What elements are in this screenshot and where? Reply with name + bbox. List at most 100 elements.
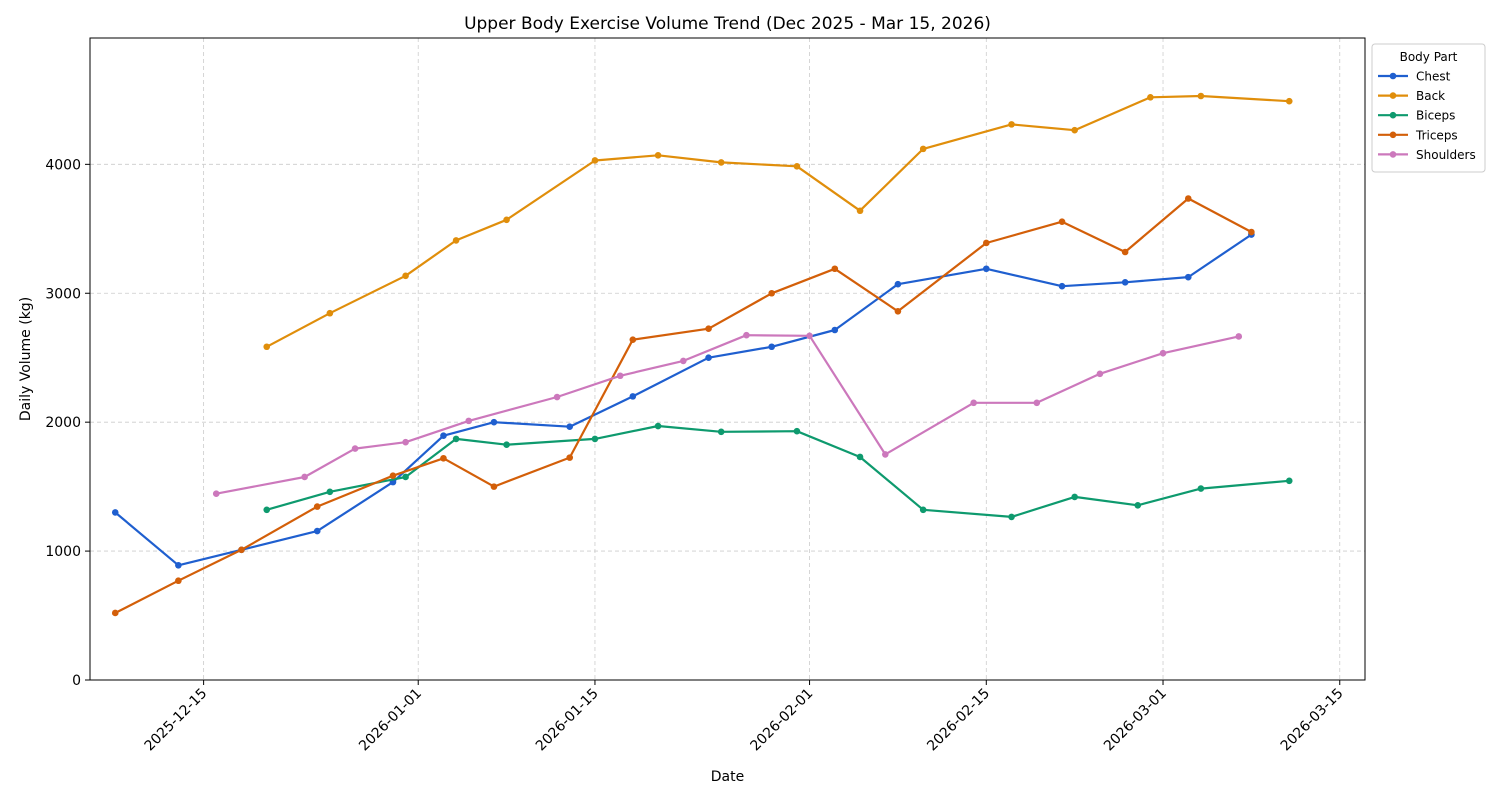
back-point bbox=[717, 159, 725, 166]
triceps-point bbox=[705, 325, 712, 333]
triceps-line bbox=[114, 197, 1252, 614]
chest-point bbox=[982, 265, 990, 273]
plot-frame bbox=[89, 37, 1366, 681]
triceps-point bbox=[389, 472, 397, 479]
back-line bbox=[266, 94, 1290, 348]
chest-point bbox=[705, 354, 712, 362]
tick-layer: 0 1000 2000 3000 4000 2025-12-15 2026-01-01 202… bbox=[45, 157, 1346, 754]
triceps-point bbox=[831, 265, 839, 273]
series-chest bbox=[111, 231, 1255, 569]
biceps-point bbox=[1071, 493, 1078, 501]
triceps-point bbox=[175, 577, 182, 585]
biceps-point bbox=[1134, 502, 1142, 509]
back-point bbox=[503, 216, 510, 224]
biceps-point bbox=[1285, 477, 1293, 485]
legend-swatch-marker bbox=[1389, 72, 1397, 80]
y-tick-label: 4000 bbox=[45, 157, 81, 173]
triceps-point bbox=[440, 454, 447, 462]
x-tick-label: 2026-01-01 bbox=[356, 686, 425, 755]
back-point bbox=[1008, 121, 1015, 128]
triceps-point bbox=[629, 336, 637, 343]
shoulders-point bbox=[616, 372, 624, 380]
legend-item-back: Back bbox=[1378, 89, 1445, 103]
chest-point bbox=[768, 343, 775, 351]
x-tick-label: 2026-03-01 bbox=[1101, 686, 1170, 755]
series-layer bbox=[111, 92, 1293, 617]
triceps-point bbox=[982, 239, 990, 247]
legend-item-triceps: Triceps bbox=[1378, 128, 1458, 142]
triceps-point bbox=[566, 454, 574, 461]
biceps-point bbox=[919, 506, 927, 514]
shoulders-point bbox=[301, 473, 308, 481]
x-tick-label: 2025-12-15 bbox=[142, 686, 211, 755]
shoulders-point bbox=[881, 451, 889, 458]
chest-point bbox=[831, 326, 839, 334]
shoulders-point bbox=[553, 393, 561, 401]
back-point bbox=[856, 207, 864, 215]
y-axis-label: Daily Volume (kg) bbox=[18, 297, 34, 421]
biceps-point bbox=[503, 441, 510, 449]
chest-point bbox=[313, 527, 321, 535]
back-point bbox=[654, 152, 662, 159]
triceps-point bbox=[894, 308, 902, 315]
chest-line bbox=[114, 233, 1253, 567]
biceps-line bbox=[266, 424, 1290, 519]
biceps-point bbox=[591, 435, 599, 443]
triceps-point bbox=[1121, 248, 1129, 256]
shoulders-line bbox=[215, 334, 1240, 495]
legend-label: Shoulders bbox=[1416, 148, 1476, 162]
x-tick-label: 2026-02-01 bbox=[748, 686, 817, 755]
shoulders-point bbox=[743, 331, 750, 339]
legend: Body Part Chest Back Biceps Triceps Shoulders bbox=[1371, 43, 1486, 173]
biceps-point bbox=[326, 488, 334, 496]
shoulders-point bbox=[1159, 349, 1167, 357]
chest-point bbox=[175, 561, 182, 569]
back-point bbox=[1147, 94, 1154, 101]
shoulders-point bbox=[680, 357, 687, 365]
back-point bbox=[591, 157, 599, 164]
biceps-point bbox=[402, 473, 409, 481]
shoulders-point bbox=[351, 445, 359, 452]
triceps-point bbox=[238, 546, 245, 554]
x-axis-label: Date bbox=[711, 769, 744, 785]
y-tick-label: 2000 bbox=[45, 415, 81, 431]
back-point bbox=[1285, 97, 1293, 105]
chest-point bbox=[1058, 282, 1066, 290]
triceps-point bbox=[1184, 195, 1192, 202]
back-point bbox=[452, 237, 460, 244]
biceps-point bbox=[717, 428, 725, 436]
shoulders-point bbox=[402, 438, 409, 446]
y-tick-label: 0 bbox=[72, 673, 81, 689]
legend-item-shoulders: Shoulders bbox=[1378, 148, 1476, 162]
triceps-point bbox=[313, 503, 321, 510]
legend-item-biceps: Biceps bbox=[1378, 109, 1455, 123]
triceps-point bbox=[1248, 228, 1255, 236]
shoulders-point bbox=[1096, 370, 1104, 378]
legend-item-chest: Chest bbox=[1378, 70, 1451, 84]
back-point bbox=[919, 145, 927, 153]
biceps-point bbox=[1008, 513, 1015, 521]
grid-layer bbox=[90, 38, 1365, 681]
legend-swatch-marker bbox=[1389, 92, 1397, 99]
x-tick-label: 2026-01-15 bbox=[533, 686, 602, 755]
chest-point bbox=[629, 393, 637, 400]
biceps-point bbox=[793, 427, 801, 435]
triceps-point bbox=[490, 483, 498, 490]
legend-swatch-marker bbox=[1389, 151, 1397, 158]
legend-label: Biceps bbox=[1416, 109, 1455, 123]
back-point bbox=[793, 162, 801, 170]
biceps-point bbox=[856, 453, 864, 461]
shoulders-point bbox=[970, 399, 977, 407]
biceps-point bbox=[452, 435, 460, 443]
triceps-point bbox=[768, 289, 775, 297]
back-point bbox=[326, 309, 334, 317]
x-tick-label: 2026-03-15 bbox=[1278, 686, 1347, 755]
back-point bbox=[1197, 92, 1205, 100]
back-point bbox=[1071, 126, 1078, 134]
biceps-point bbox=[654, 422, 662, 430]
back-point bbox=[263, 343, 271, 351]
shoulders-point bbox=[212, 490, 220, 498]
series-biceps bbox=[263, 422, 1293, 521]
chest-point bbox=[894, 280, 902, 288]
